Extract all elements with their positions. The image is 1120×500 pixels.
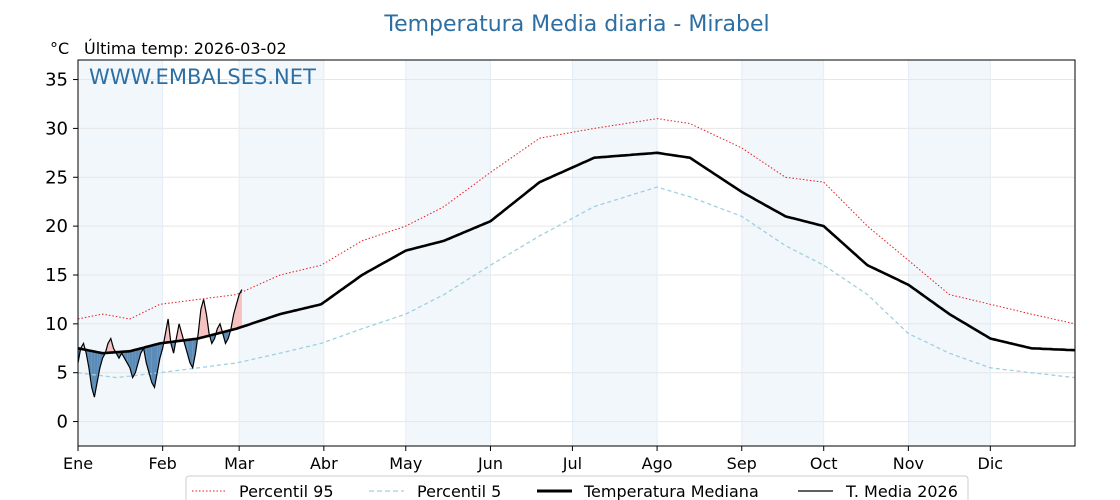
series-line-percentil-95 xyxy=(77,118,1076,325)
y-tick-label-20: 20 xyxy=(45,216,68,237)
band-below-median xyxy=(157,343,160,373)
legend: Percentil 95 Percentil 5 Temperatura Med… xyxy=(185,475,969,500)
month-shade-nov xyxy=(908,60,991,446)
band-below-median xyxy=(192,338,196,368)
grid-lines xyxy=(77,60,1075,446)
x-tick-label-jul: Jul xyxy=(562,454,582,473)
month-shade-may xyxy=(405,60,491,446)
y-tick-label-0: 0 xyxy=(57,412,68,433)
chart-title: Temperatura Media diaria - Mirabel xyxy=(383,12,769,37)
band-below-median xyxy=(97,352,100,383)
x-tick-label-mar: Mar xyxy=(224,454,255,473)
band-below-median xyxy=(146,346,149,373)
band-above-median xyxy=(233,304,237,330)
band-above-median xyxy=(108,338,111,353)
band-below-median xyxy=(195,333,199,354)
legend-label-percentil-5: Percentil 5 xyxy=(417,482,501,500)
series-line-percentil-5 xyxy=(77,186,1076,379)
y-tick-label-30: 30 xyxy=(45,118,68,139)
band-above-median xyxy=(162,333,166,349)
band-below-median xyxy=(154,344,158,388)
y-tick-label-10: 10 xyxy=(45,314,68,335)
x-tick-label-abr: Abr xyxy=(310,454,338,473)
x-tick-label-sep: Sep xyxy=(727,454,757,473)
y-tick-label-15: 15 xyxy=(45,265,68,286)
y-tick-label-5: 5 xyxy=(57,363,68,384)
band-below-median xyxy=(187,339,190,363)
month-shade-mar xyxy=(239,60,324,446)
y-tick-label-25: 25 xyxy=(45,167,68,188)
band-below-median xyxy=(151,344,155,388)
x-tick-label-jun: Jun xyxy=(477,454,503,473)
legend-label-percentil-95: Percentil 95 xyxy=(239,482,334,500)
x-tick-label-dic: Dic xyxy=(978,454,1004,473)
band-above-median xyxy=(203,299,207,338)
month-shade-jul xyxy=(572,60,658,446)
month-shade-sep xyxy=(741,60,824,446)
band-below-median xyxy=(135,349,139,373)
x-tick-label-feb: Feb xyxy=(149,454,177,473)
band-below-median xyxy=(124,351,128,363)
x-tick-label-oct: Oct xyxy=(810,454,838,473)
x-axis-ticks: Ene Feb Mar Abr May Jun Jul Ago Sep Oct Nov Dic xyxy=(63,446,1003,473)
band-below-median xyxy=(132,349,136,378)
x-tick-label-may: May xyxy=(389,454,422,473)
unit-label: °C xyxy=(50,39,69,58)
y-axis-ticks: 0 5 10 15 20 25 30 35 xyxy=(45,70,78,433)
band-below-median xyxy=(225,330,229,344)
month-shading xyxy=(78,60,991,446)
x-tick-label-nov: Nov xyxy=(893,454,924,473)
legend-label-t-media-2026: T. Media 2026 xyxy=(845,482,958,500)
band-below-median xyxy=(190,339,193,368)
legend-label-temperatura-mediana: Temperatura Mediana xyxy=(583,482,759,500)
band-above-median xyxy=(239,289,242,328)
y-tick-label-35: 35 xyxy=(45,70,68,91)
watermark: WWW.EMBALSES.NET xyxy=(89,65,316,89)
last-temp-label: Última temp: 2026-03-02 xyxy=(84,39,287,58)
band-below-median xyxy=(88,350,92,388)
series-lines xyxy=(77,118,1076,398)
band-below-median xyxy=(129,350,133,378)
month-shade-ene xyxy=(78,60,163,446)
legend-frame xyxy=(185,475,969,500)
x-tick-label-ago: Ago xyxy=(642,454,673,473)
plot-frame xyxy=(77,59,1076,447)
x-tick-label-ene: Ene xyxy=(63,454,93,473)
series-line-temperatura-mediana xyxy=(77,151,1076,355)
series-line-t-media-2026 xyxy=(77,289,243,398)
